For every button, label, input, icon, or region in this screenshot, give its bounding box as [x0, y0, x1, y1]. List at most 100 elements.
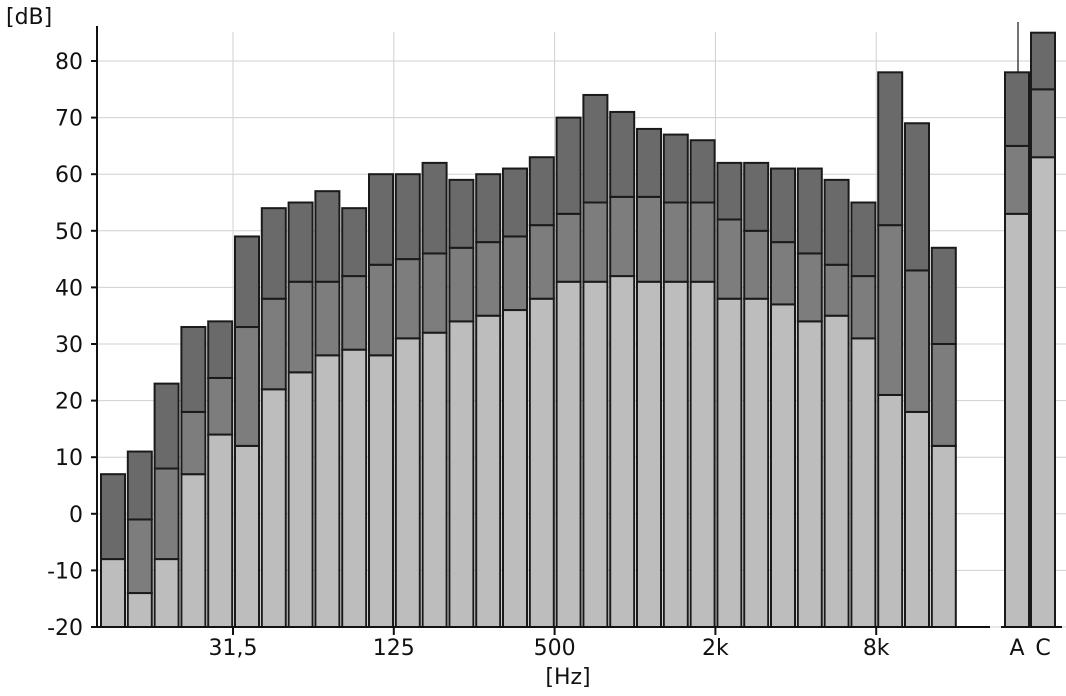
total-bar-high-C [1030, 31, 1056, 91]
bar-low-16 [528, 297, 555, 628]
bar-high-20 [636, 127, 662, 198]
bars [100, 71, 957, 629]
bar-low-0 [100, 558, 126, 629]
bar-high-16 [528, 156, 555, 227]
bar-high-13 [448, 178, 475, 249]
bar-low-27 [823, 314, 850, 628]
bar-high-30 [904, 122, 930, 272]
bar-high-9 [341, 207, 368, 278]
x-tick-label-4: 8k [863, 636, 890, 661]
bar-low-24 [743, 297, 770, 628]
y-tick-label-5: 30 [55, 333, 83, 358]
y-tick-label-4: 20 [55, 390, 83, 415]
bar-low-26 [796, 320, 823, 628]
bar-low-21 [662, 280, 689, 628]
bar-mid-26 [796, 252, 823, 323]
bar-low-10 [368, 354, 394, 628]
bar-low-20 [636, 280, 662, 628]
bar-mid-18 [582, 201, 609, 283]
bar-mid-1 [126, 518, 153, 595]
bar-low-11 [394, 337, 421, 628]
bar-low-22 [689, 280, 716, 628]
bar-low-2 [153, 558, 180, 629]
bar-mid-9 [341, 275, 368, 351]
total-bar-low-A [1004, 212, 1030, 628]
bar-high-4 [207, 320, 234, 379]
bar-mid-17 [555, 212, 582, 283]
total-label-C: C [1035, 636, 1050, 661]
bar-high-12 [421, 161, 448, 255]
y-axis-label: [dB] [6, 5, 52, 30]
bar-mid-19 [609, 195, 636, 278]
y-tick-label-7: 50 [55, 220, 83, 245]
bar-mid-11 [394, 258, 421, 340]
bar-mid-12 [421, 252, 448, 334]
y-tick-label-2: 0 [69, 503, 83, 528]
y-tick-label-9: 70 [55, 107, 83, 132]
bar-mid-22 [689, 201, 716, 283]
bar-high-22 [689, 139, 716, 204]
bar-low-25 [770, 303, 796, 628]
bar-low-4 [207, 433, 234, 628]
bar-low-15 [502, 309, 528, 628]
bar-low-31 [930, 444, 957, 628]
bar-low-14 [475, 314, 502, 628]
bar-high-28 [850, 201, 877, 278]
bar-high-8 [314, 190, 341, 283]
bar-mid-20 [636, 195, 662, 283]
bar-high-3 [180, 326, 207, 413]
bar-high-2 [153, 382, 180, 470]
bar-mid-28 [850, 275, 877, 340]
bar-high-23 [716, 161, 743, 221]
bar-low-23 [716, 297, 743, 628]
bar-high-15 [502, 167, 528, 238]
bar-high-29 [877, 71, 904, 227]
bar-low-8 [314, 354, 341, 628]
bar-high-18 [582, 93, 609, 204]
bar-high-5 [234, 235, 260, 329]
bar-low-30 [904, 410, 930, 629]
total-label-A: A [1009, 636, 1024, 661]
bar-high-26 [796, 167, 823, 255]
bar-high-14 [475, 173, 502, 244]
bar-low-13 [448, 320, 475, 628]
bar-low-17 [555, 280, 582, 628]
bar-high-24 [743, 161, 770, 232]
total-bar-mid-C [1030, 88, 1056, 159]
bar-low-1 [126, 592, 153, 628]
x-tick-label-0: 31,5 [209, 636, 258, 661]
x-tick-label-2: 500 [534, 636, 576, 661]
bar-high-1 [126, 450, 153, 521]
y-tick-label-6: 40 [55, 276, 83, 301]
bar-mid-4 [207, 376, 234, 436]
total-bar-high-A [1004, 71, 1030, 147]
bar-mid-14 [475, 241, 502, 317]
bar-mid-7 [287, 280, 314, 374]
bar-high-11 [394, 173, 421, 261]
bar-high-6 [260, 207, 287, 300]
total-bar-mid-A [1004, 144, 1030, 215]
bar-mid-23 [716, 218, 743, 300]
x-tick-label-3: 2k [702, 636, 729, 661]
bar-high-10 [368, 173, 394, 266]
bar-low-7 [287, 371, 314, 628]
bar-low-28 [850, 337, 877, 628]
bar-high-17 [555, 116, 582, 215]
axes: -20 -10 0 10 20 30 40 50 60 70 80 31,5 125 500 2k 8k [47, 26, 1062, 661]
bar-low-12 [421, 331, 448, 628]
bar-high-19 [609, 110, 636, 198]
bar-high-7 [287, 201, 314, 283]
bar-mid-27 [823, 263, 850, 317]
y-tick-label-1: -10 [47, 559, 83, 584]
bar-mid-6 [260, 297, 287, 391]
bar-mid-31 [930, 343, 957, 447]
bar-high-21 [662, 133, 689, 204]
bar-mid-8 [314, 280, 341, 357]
bar-mid-24 [743, 229, 770, 300]
bar-mid-3 [180, 410, 207, 476]
bar-low-29 [877, 393, 904, 628]
total-bar-low-C [1030, 156, 1056, 628]
